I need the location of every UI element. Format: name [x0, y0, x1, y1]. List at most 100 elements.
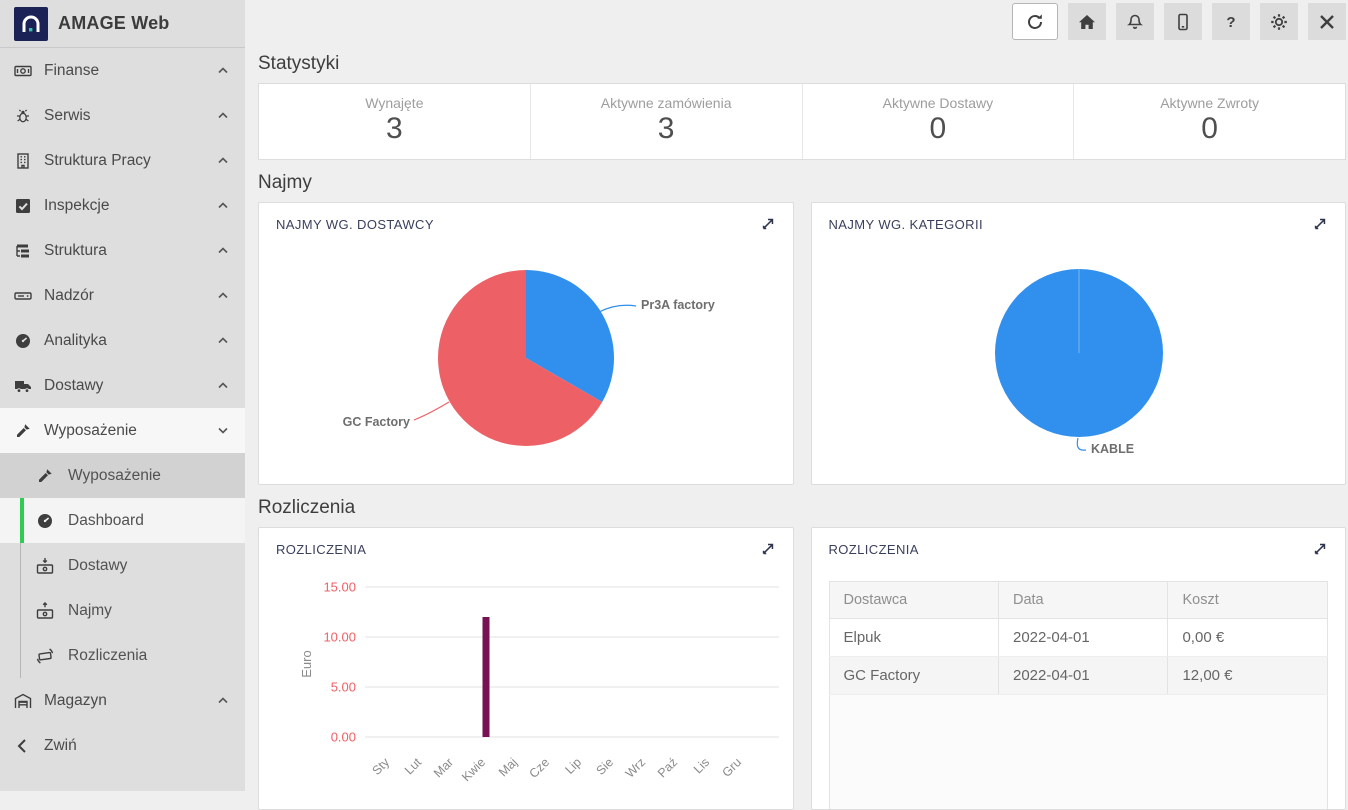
stat-label: Aktywne zamówienia — [600, 95, 732, 111]
sidebar-item-label: Dostawy — [44, 376, 104, 394]
chevron-up-icon — [218, 247, 228, 254]
svg-text:Cze: Cze — [526, 755, 552, 781]
sidebar-item-label: Serwis — [44, 106, 91, 124]
help-button[interactable]: ? — [1212, 3, 1250, 40]
cell-data: 2022-04-01 — [997, 618, 1169, 657]
rozliczenia-bar-chart: Euro Sty Lut Mar Kwie Maj Cze Lip Sie Wrz Paź Lis G… — [259, 569, 793, 809]
submenu-item-najmy[interactable]: Najmy — [0, 588, 245, 633]
gauge-icon — [14, 332, 34, 350]
card-najmy-wg-kategorii: NAJMY WG. KATEGORII KABLE — [810, 202, 1346, 485]
stat-value: 0 — [929, 112, 947, 145]
gear-icon — [1271, 13, 1287, 30]
chevron-up-icon — [218, 157, 228, 164]
stat-card-aktywne-zamowienia: Aktywne zamówienia 3 — [529, 84, 802, 159]
pie-dostawcy-chart: Pr3A factory GC Factory — [259, 244, 793, 484]
app-title: AMAGE Web — [58, 13, 170, 33]
sidebar-item-label: Inspekcje — [44, 196, 110, 214]
sidebar-collapse-label: Zwiń — [44, 736, 77, 754]
stat-label: Aktywne Zwroty — [1160, 95, 1260, 111]
sidebar-item-analityka[interactable]: Analityka — [0, 318, 245, 363]
submenu-item-label: Wyposażenie — [68, 466, 161, 484]
refresh-button[interactable] — [1012, 3, 1058, 40]
stat-card-aktywne-dostawy: Aktywne Dostawy 0 — [801, 84, 1074, 159]
cell-dostawca: Elpuk — [828, 618, 999, 657]
bell-icon — [1127, 14, 1143, 29]
najmy-cards-row: NAJMY WG. DOSTAWCY Pr3A factory GC Facto… — [258, 202, 1346, 485]
mobile-button[interactable] — [1164, 3, 1202, 40]
sidebar-item-struktura[interactable]: Struktura — [0, 228, 245, 273]
sidebar-item-label: Nadzór — [44, 286, 94, 304]
refresh-icon — [1028, 13, 1042, 29]
wyposazenie-submenu: Wyposażenie Dashboard Dostawy Najmy Rozl… — [0, 453, 245, 678]
sidebar-item-serwis[interactable]: Serwis — [0, 93, 245, 138]
stat-label: Wynajęte — [365, 95, 424, 111]
card-title: ROZLICZENIA — [276, 541, 367, 557]
sidebar-collapse-button[interactable]: Zwiń — [0, 723, 245, 768]
submenu-item-dashboard[interactable]: Dashboard — [0, 498, 245, 543]
sidebar-item-dostawy[interactable]: Dostawy — [0, 363, 245, 408]
sidebar-item-finanse[interactable]: Finanse — [0, 48, 245, 93]
amage-logo-icon — [14, 6, 48, 41]
y-axis-label: Euro — [299, 650, 314, 677]
svg-text:Sie: Sie — [593, 755, 616, 778]
submenu-item-label: Dostawy — [68, 556, 128, 574]
topbar: ? — [258, 0, 1346, 47]
svg-text:?: ? — [1226, 14, 1235, 31]
submenu-item-rozliczenia[interactable]: Rozliczenia — [0, 633, 245, 678]
stat-value: 0 — [1201, 112, 1218, 145]
sidebar-item-inspekcje[interactable]: Inspekcje — [0, 183, 245, 228]
expand-icon — [762, 218, 773, 230]
svg-text:0.00: 0.00 — [331, 730, 356, 745]
close-button[interactable] — [1308, 3, 1346, 40]
sidebar-item-nadzor[interactable]: Nadzór — [0, 273, 245, 318]
svg-text:Lip: Lip — [562, 755, 584, 777]
card-header: NAJMY WG. KATEGORII — [812, 203, 1346, 244]
rozliczenia-table: Dostawca Data Koszt Elpuk 2022-04-01 0,0… — [828, 581, 1329, 695]
svg-text:Maj: Maj — [496, 755, 520, 779]
col-header-data: Data — [997, 581, 1169, 619]
sidebar: AMAGE Web Finanse Serwis Struktura Pracy… — [0, 0, 245, 791]
card-title: NAJMY WG. KATEGORII — [828, 216, 983, 232]
sidebar-item-label: Struktura — [44, 241, 107, 259]
stat-card-wynajete: Wynajęte 3 — [259, 84, 530, 159]
expand-button[interactable] — [1312, 541, 1328, 557]
chevron-up-icon — [218, 337, 228, 344]
chevron-up-icon — [218, 202, 228, 209]
svg-text:Mar: Mar — [431, 755, 456, 780]
expand-button[interactable] — [1312, 216, 1328, 232]
pie-kategorii-chart: KABLE — [812, 244, 1346, 484]
pie-label-pr3a: Pr3A factory — [641, 298, 715, 312]
building-icon — [14, 152, 34, 170]
submenu-item-wyposazenie[interactable]: Wyposażenie — [0, 453, 245, 498]
submenu-item-dostawy[interactable]: Dostawy — [0, 543, 245, 588]
warehouse-icon — [14, 692, 34, 710]
gauge-icon — [36, 512, 56, 530]
sidebar-item-label: Magazyn — [44, 691, 107, 709]
sidebar-item-struktura-pracy[interactable]: Struktura Pracy — [0, 138, 245, 183]
bug-icon — [14, 107, 34, 125]
expand-button[interactable] — [760, 541, 776, 557]
sidebar-item-wyposazenie[interactable]: Wyposażenie — [0, 408, 245, 453]
sidebar-nav: Finanse Serwis Struktura Pracy Inspekcje — [0, 48, 245, 768]
screwdriver-icon — [14, 422, 34, 440]
chevron-up-icon — [218, 697, 228, 704]
expand-button[interactable] — [760, 216, 776, 232]
svg-text:Paź: Paź — [655, 755, 680, 780]
help-icon: ? — [1226, 14, 1235, 31]
stat-card-aktywne-zwroty: Aktywne Zwroty 0 — [1073, 84, 1345, 159]
home-button[interactable] — [1068, 3, 1106, 40]
chevron-down-icon — [218, 427, 228, 434]
cell-koszt: 12,00 € — [1167, 656, 1328, 695]
pie-label-kable: KABLE — [1091, 442, 1134, 456]
settings-button[interactable] — [1260, 3, 1298, 40]
svg-text:Wrz: Wrz — [623, 755, 648, 780]
stat-label: Aktywne Dostawy — [882, 95, 994, 111]
card-najmy-wg-dostawcy: NAJMY WG. DOSTAWCY Pr3A factory GC Facto… — [258, 202, 794, 485]
sidebar-item-label: Wyposażenie — [44, 421, 137, 439]
sidebar-item-magazyn[interactable]: Magazyn — [0, 678, 245, 723]
section-title-statystyki: Statystyki — [258, 53, 340, 74]
notifications-button[interactable] — [1116, 3, 1154, 40]
svg-text:Lis: Lis — [691, 755, 712, 776]
submenu-item-label: Najmy — [68, 601, 112, 619]
truck-icon — [14, 377, 34, 395]
